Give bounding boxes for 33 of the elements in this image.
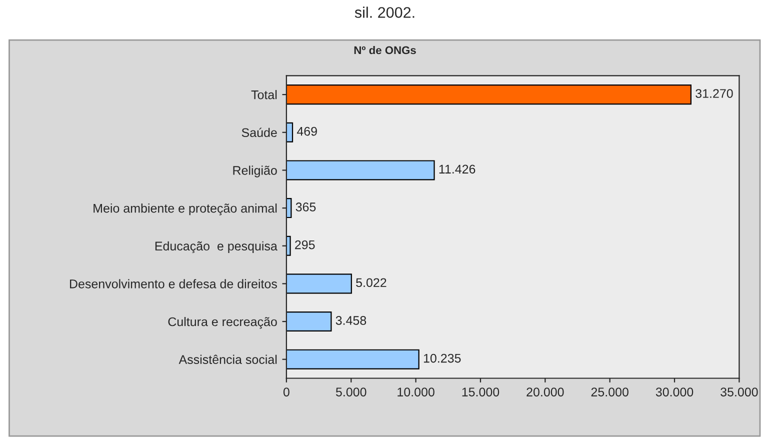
data-label: 365 <box>296 202 316 212</box>
y-tick-label: Cultura e recreação <box>168 316 277 329</box>
x-tick-label: 30.000 <box>656 388 694 396</box>
data-label: 5.022 <box>356 278 386 288</box>
data-label: 3.458 <box>336 316 366 325</box>
bar <box>286 274 352 294</box>
y-tick-label: Meio ambiente e proteção animal <box>94 204 277 216</box>
x-tick-label: 35.000 <box>720 388 758 396</box>
bar <box>286 160 435 180</box>
y-tick-label: Desenvolvimento e defesa de direitos <box>70 279 277 288</box>
data-label: 11.426 <box>439 164 476 174</box>
data-label: 31.270 <box>696 89 733 98</box>
bar <box>286 84 692 105</box>
y-tick-label: Religião <box>233 166 277 178</box>
bar <box>286 349 420 370</box>
y-tick-label: Saúde <box>242 128 277 138</box>
text: sil. 2002. <box>354 6 414 18</box>
x-tick-label: 0 <box>283 388 290 396</box>
y-tick-label: Assistência social <box>178 354 277 364</box>
x-tick-label: 20.000 <box>526 388 564 396</box>
x-tick-label: 5.000 <box>336 388 366 396</box>
x-tick-label: 15.000 <box>462 388 500 396</box>
data-label: 295 <box>295 240 315 250</box>
chart-title: Nº de ONGs <box>354 46 416 54</box>
x-tick-label: 10.000 <box>398 388 434 396</box>
data-label: 469 <box>296 126 317 136</box>
x-tick-label: 25.000 <box>591 388 628 396</box>
data-label: 10.235 <box>424 354 461 363</box>
bar <box>286 236 291 256</box>
bar <box>286 312 332 332</box>
y-tick-label: Educação e pesquisa <box>155 241 278 254</box>
bar <box>286 122 294 142</box>
y-tick-label: Total <box>251 90 277 100</box>
